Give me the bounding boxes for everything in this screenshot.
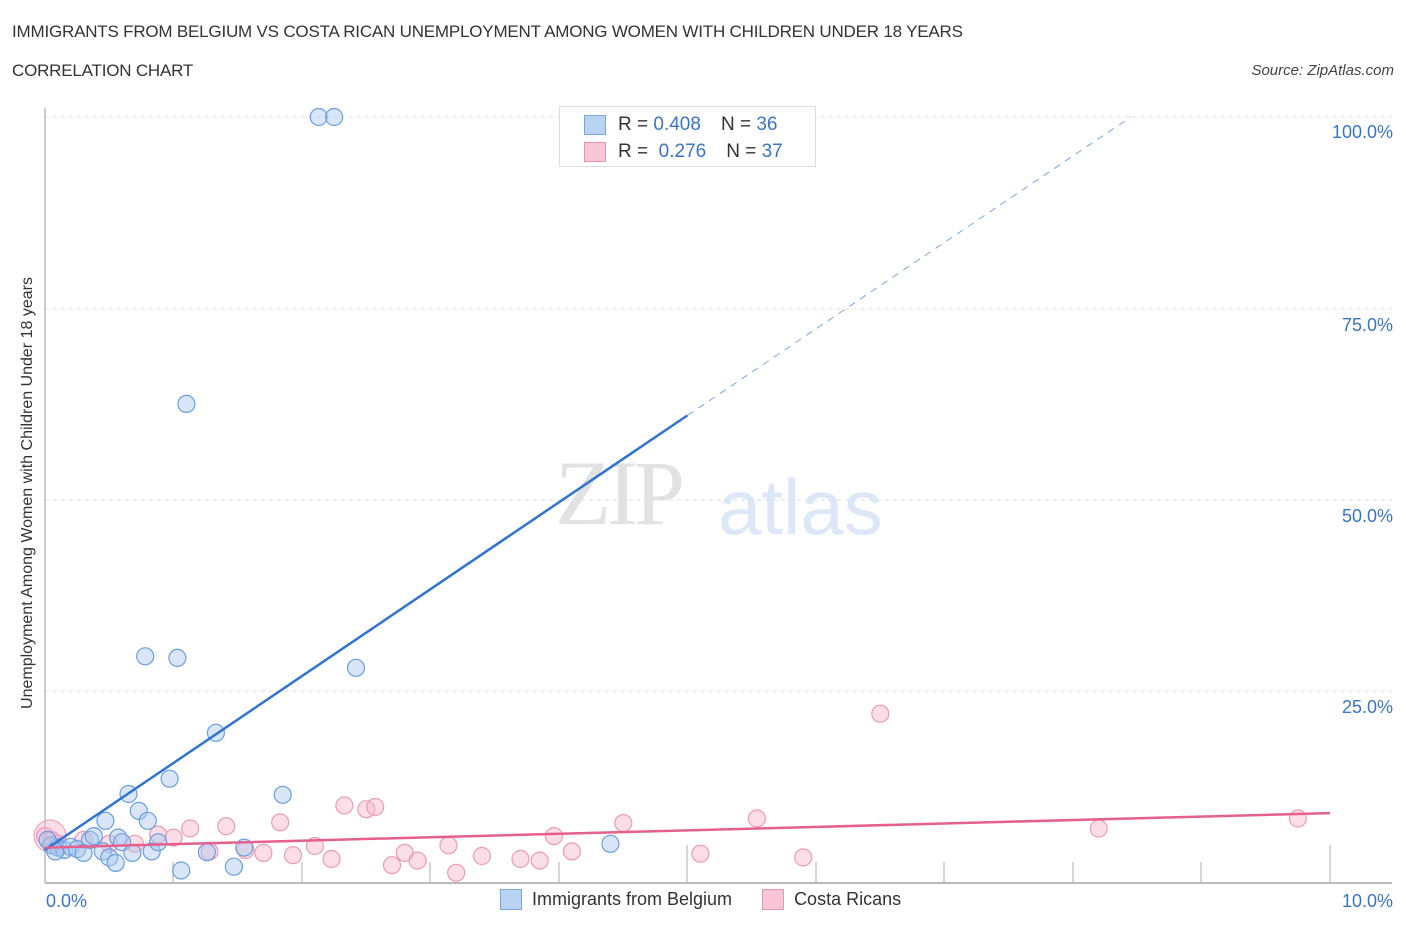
chart-title: IMMIGRANTS FROM BELGIUM VS COSTA RICAN U… xyxy=(12,22,963,41)
r-value: 0.276 xyxy=(658,141,707,162)
data-point xyxy=(197,843,216,862)
watermark-atlas: atlas xyxy=(718,463,883,551)
trend-line xyxy=(44,811,1331,849)
data-point xyxy=(136,647,155,666)
data-point xyxy=(530,851,549,870)
belgium-swatch-icon xyxy=(500,889,522,910)
trend-lines xyxy=(44,116,1331,851)
y-axis-label: Unemployment Among Women with Children U… xyxy=(19,277,36,709)
legend-item-costa-ricans[interactable]: Costa Ricans xyxy=(762,889,901,910)
data-point xyxy=(614,813,633,833)
n-label: N = xyxy=(726,141,757,162)
r-label: R = xyxy=(618,114,649,135)
data-point xyxy=(335,796,354,815)
data-point xyxy=(305,836,324,856)
source-label: Source: ZipAtlas.com xyxy=(1251,62,1394,79)
y-tick-100: 100.0% xyxy=(1331,122,1393,142)
legend-row-belgium: R = 0.408 N = 36 xyxy=(584,113,777,137)
data-point xyxy=(794,848,813,867)
r-label: R = xyxy=(618,141,649,162)
legend-label: Costa Ricans xyxy=(794,889,902,909)
y-tick-50: 50.0% xyxy=(1341,506,1393,526)
data-point xyxy=(1089,819,1108,838)
data-point xyxy=(747,809,767,828)
data-point xyxy=(544,826,564,846)
data-point xyxy=(224,857,243,876)
legend-row-costa-ricans: R = 0.276 N = 37 xyxy=(584,140,783,164)
data-point xyxy=(511,849,530,869)
data-point xyxy=(439,836,458,855)
data-point xyxy=(691,844,710,863)
data-point xyxy=(172,861,191,880)
data-point xyxy=(181,819,200,838)
data-point xyxy=(283,846,303,865)
belgium-swatch-icon xyxy=(584,115,606,135)
n-label: N = xyxy=(720,114,752,135)
costa-ricans-swatch-icon xyxy=(762,889,785,910)
series-legend: Immigrants from Belgium Costa Ricans xyxy=(500,889,931,910)
data-point xyxy=(177,394,196,413)
data-point xyxy=(149,825,168,844)
data-point xyxy=(382,856,402,875)
data-point xyxy=(168,648,187,668)
data-point xyxy=(1288,809,1308,828)
data-point xyxy=(871,704,890,723)
data-point xyxy=(562,842,582,861)
n-value: 36 xyxy=(756,114,778,135)
data-point xyxy=(217,817,236,836)
data-point xyxy=(447,863,466,882)
data-point xyxy=(149,833,168,852)
x-tick-max: 10.0% xyxy=(1341,891,1393,911)
legend-item-belgium[interactable]: Immigrants from Belgium xyxy=(500,889,732,910)
data-point xyxy=(472,846,491,866)
r-value: 0.408 xyxy=(653,114,701,135)
chart-subtitle: CORRELATION CHART xyxy=(12,61,194,80)
belgium-points xyxy=(38,107,620,880)
data-point xyxy=(346,658,366,677)
legend-label: Immigrants from Belgium xyxy=(532,889,733,909)
data-point xyxy=(138,811,157,830)
watermark-zip: ZIP xyxy=(555,442,685,544)
data-point xyxy=(273,785,292,804)
n-value: 37 xyxy=(761,141,783,162)
x-tick-min: 0.0% xyxy=(46,891,88,911)
y-tick-25: 25.0% xyxy=(1341,697,1393,717)
data-point xyxy=(160,769,179,788)
data-point xyxy=(408,851,427,870)
data-point xyxy=(325,107,344,127)
data-point xyxy=(129,801,148,821)
data-point xyxy=(96,811,115,830)
correlation-legend: R = 0.408 N = 36 R = 0.276 N = 37 xyxy=(559,106,816,167)
data-point xyxy=(309,107,328,127)
gridlines xyxy=(45,116,1392,692)
data-point xyxy=(254,843,273,863)
x-ticks xyxy=(172,845,1331,883)
data-point xyxy=(601,834,620,853)
data-point xyxy=(106,853,125,873)
costa-ricans-points xyxy=(33,704,1308,882)
data-point xyxy=(322,849,341,869)
data-point xyxy=(271,813,290,832)
data-point xyxy=(123,843,142,863)
data-point xyxy=(366,797,385,817)
trend-line-extrapolated xyxy=(687,116,1132,416)
data-point xyxy=(84,826,103,846)
data-point xyxy=(142,842,161,861)
y-tick-75: 75.0% xyxy=(1341,315,1393,335)
trend-line xyxy=(44,414,689,851)
costa-ricans-swatch-icon xyxy=(584,142,606,162)
